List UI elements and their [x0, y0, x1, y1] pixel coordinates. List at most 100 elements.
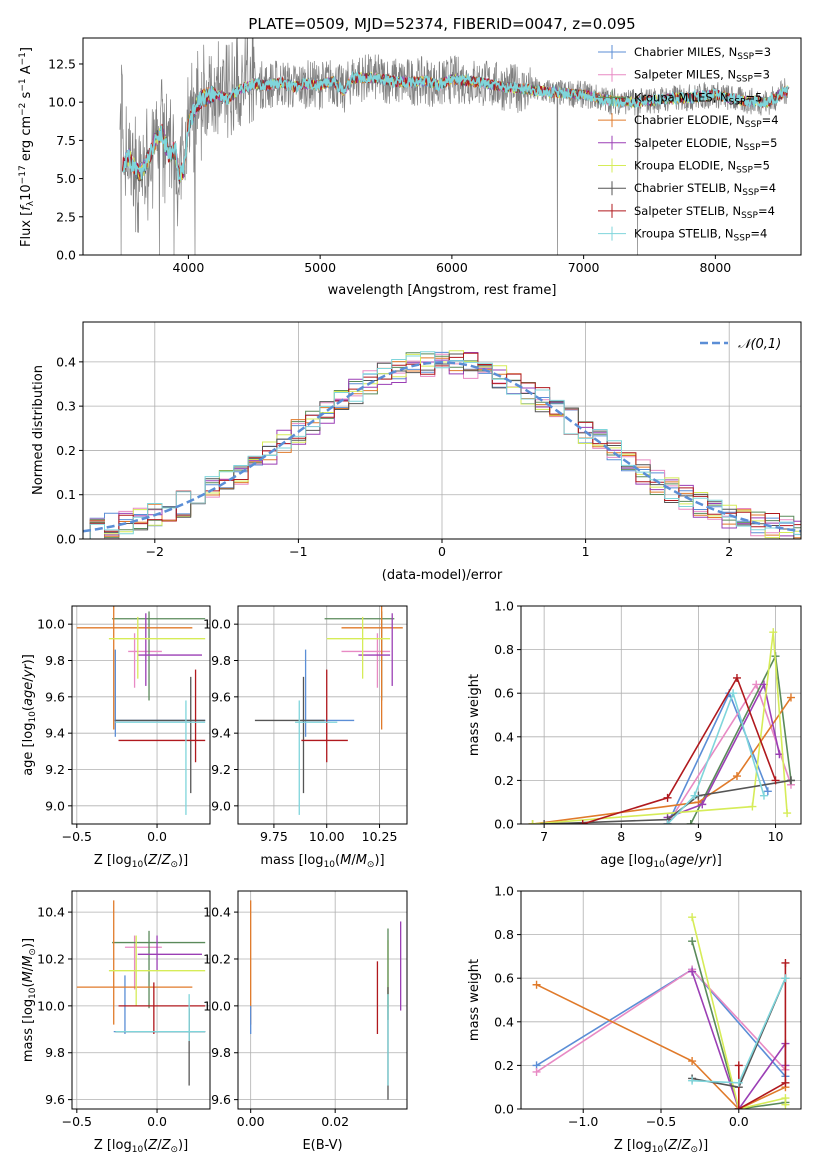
y-axis-label: mass weight: [467, 674, 482, 756]
legend-entry: Salpeter MILES, NSSP=3: [634, 68, 770, 85]
y-tick-label: 2.5: [56, 209, 76, 224]
spectrum-legend: Chabrier MILES, NSSP=3 Salpeter MILES, NS…: [598, 45, 779, 244]
weight-point: [688, 913, 697, 922]
x-tick-label: 9: [694, 829, 702, 844]
weight-point: [786, 693, 795, 702]
axes-frame: [71, 890, 211, 1110]
legend-entry: Salpeter ELODIE, NSSP=5: [634, 136, 777, 153]
x-axis-label: Z [log10(Z/Z⊙)]: [94, 853, 188, 870]
weight-series-line: [667, 690, 765, 824]
x-tick-label: −2: [146, 544, 164, 559]
x-tick-label: 7000: [568, 260, 600, 275]
x-axis-label: age [log10(age/yr)]: [600, 853, 722, 870]
x-tick-label: −1: [289, 544, 307, 559]
y-tick-label: 1.0: [494, 599, 514, 614]
y-tick-label: 0.8: [494, 927, 514, 942]
weight-point: [532, 980, 541, 989]
weight-point: [786, 776, 795, 785]
figure-title: PLATE=0509, MJD=52374, FIBERID=0047, z=0…: [248, 15, 635, 33]
x-axis-label: E(B-V): [302, 1138, 342, 1153]
weight-point: [663, 820, 672, 824]
legend-entry: Chabrier STELIB, NSSP=4: [634, 181, 776, 198]
x-tick-label: 10: [768, 829, 784, 844]
plot-area-age-vs-mass: [254, 606, 403, 815]
x-tick-label: 0.0: [729, 1114, 749, 1129]
axes-residuals: −2 −1 0 1 2 0.0 0.1 0.2 0.3 0.4 𝒩(0,1) (data-model)…: [31, 321, 802, 583]
weight-point: [688, 1057, 697, 1066]
y-tick-label: 10.0: [203, 617, 231, 632]
y-tick-label: 10.0: [37, 617, 65, 632]
y-tick-label: 0.0: [494, 1102, 514, 1117]
x-tick-label: 0.02: [321, 1114, 349, 1129]
y-tick-label: 0.8: [494, 642, 514, 657]
y-axis-label: mass [log10(M/M⊙)]: [21, 938, 38, 1062]
y-tick-label: 0.2: [56, 443, 76, 458]
x-tick-label: 0.0: [147, 829, 167, 844]
x-axis-label: Z [log10(Z/Z⊙)]: [614, 1138, 708, 1155]
y-tick-label: 0.4: [56, 354, 76, 369]
weight-point: [769, 628, 778, 637]
y-tick-label: 7.5: [56, 133, 76, 148]
x-tick-label: 8: [617, 829, 625, 844]
y-tick-label: 9.6: [45, 1092, 65, 1107]
weight-series-line: [536, 983, 786, 1109]
legend-entry: Salpeter STELIB, NSSP=4: [634, 204, 775, 221]
weight-point: [540, 820, 549, 824]
weight-point: [748, 802, 757, 811]
plot-area-mass-vs-EBV: [250, 900, 402, 1100]
y-axis-label: Normed distribution: [31, 365, 46, 495]
weight-point: [698, 800, 707, 809]
y-tick-label: 0.6: [494, 686, 514, 701]
x-tick-label: 0.0: [147, 1114, 167, 1129]
y-tick-label: 0.0: [494, 817, 514, 832]
plot-area-age-vs-Z: [76, 606, 206, 815]
y-tick-label: 9.4: [45, 726, 65, 741]
weight-point: [688, 1076, 697, 1085]
y-tick-label: 9.6: [211, 689, 231, 704]
weight-point: [781, 1078, 790, 1087]
x-tick-label: 0: [438, 544, 446, 559]
x-axis-label: (data-model)/error: [382, 568, 503, 583]
weight-point: [771, 776, 780, 785]
y-tick-label: 0.2: [494, 773, 514, 788]
x-tick-label: −0.5: [646, 1114, 676, 1129]
axes-frame: [82, 37, 802, 256]
axes-frame: [520, 605, 802, 825]
y-tick-label: 10.0: [37, 998, 65, 1013]
model-spectrum-line: [122, 70, 789, 182]
y-tick-label: 9.8: [45, 653, 65, 668]
weight-point: [781, 1100, 790, 1109]
weight-point: [781, 974, 790, 983]
y-tick-label: 0.4: [494, 729, 514, 744]
y-tick-label: 9.2: [211, 762, 231, 777]
axes-weight-vs-age: 7 8 9 10 0.0 0.2 0.4 0.6 0.8 1.0 age [log10(age/yr…: [467, 599, 802, 870]
x-axis-label: mass [log10(M/M⊙)]: [260, 853, 384, 870]
weight-point: [732, 772, 741, 781]
y-tick-label: 10.4: [203, 905, 231, 920]
y-tick-label: 9.8: [211, 1045, 231, 1060]
weight-point: [734, 1105, 743, 1109]
weight-point: [688, 937, 697, 946]
plot-area-weight-vs-age: [528, 628, 795, 824]
weight-point: [528, 820, 537, 824]
legend-entry: 𝒩(0,1): [738, 337, 781, 352]
axes-frame: [237, 605, 408, 825]
y-tick-label: 0.3: [56, 399, 76, 414]
y-tick-label: 5.0: [56, 171, 76, 186]
y-tick-label: 9.2: [45, 762, 65, 777]
plot-area-mass-vs-Z: [76, 900, 206, 1086]
weight-point: [759, 791, 768, 800]
y-tick-label: 10.0: [203, 998, 231, 1013]
y-tick-label: 12.5: [48, 56, 76, 71]
weight-point: [532, 1067, 541, 1076]
weight-point: [763, 787, 772, 796]
weight-series-line: [532, 632, 788, 824]
axes-frame: [237, 890, 408, 1110]
y-tick-label: 10.2: [37, 951, 65, 966]
weight-point: [690, 791, 699, 800]
axes-weight-vs-Z: −1.0 −0.5 0.0 0.0 0.2 0.4 0.6 0.8 1.0 Z [log10(Z/…: [467, 884, 802, 1155]
y-tick-label: 0.4: [494, 1014, 514, 1029]
y-tick-label: 9.0: [211, 798, 231, 813]
x-tick-label: 8000: [699, 260, 731, 275]
weight-point: [734, 1061, 743, 1070]
